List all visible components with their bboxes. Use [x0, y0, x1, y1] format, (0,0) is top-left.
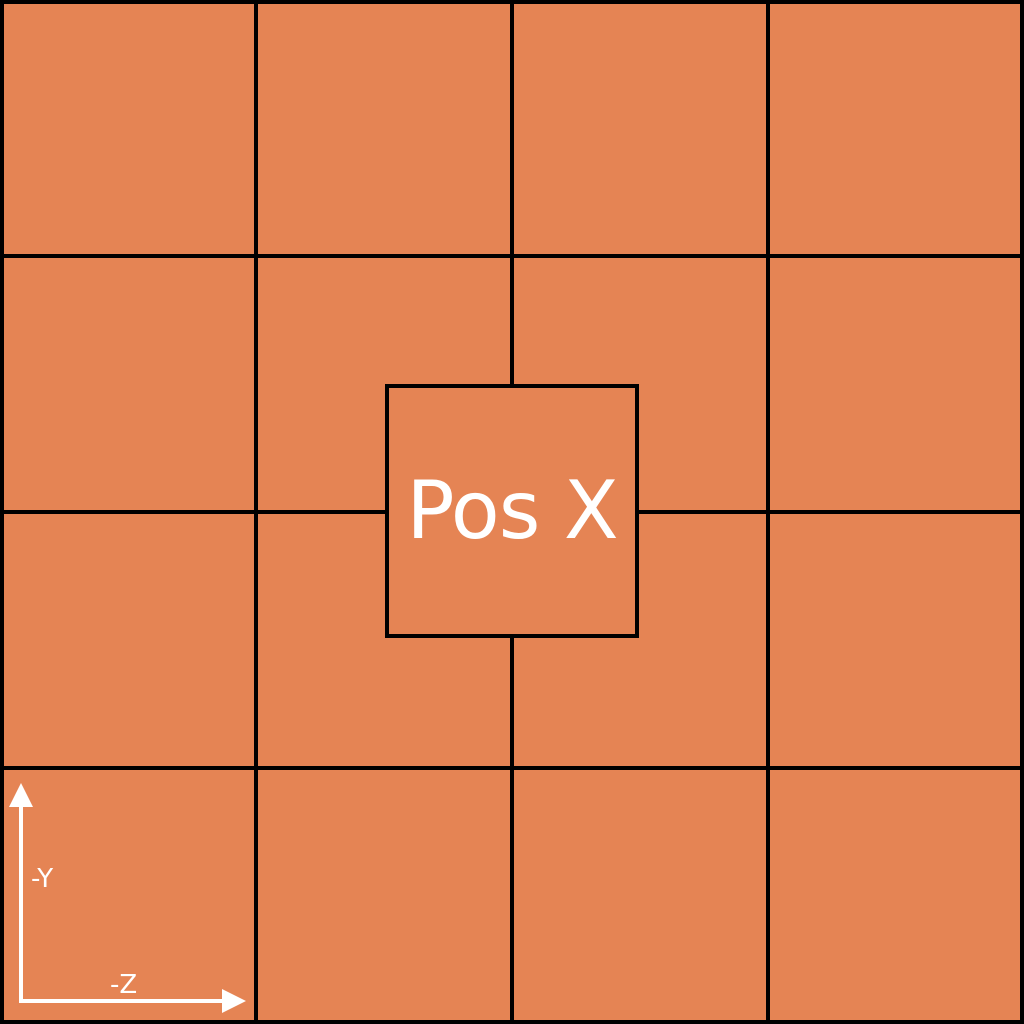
- z-axis-arrowhead-icon: [222, 989, 246, 1013]
- y-axis-arrowhead-icon: [9, 783, 33, 807]
- grid-line-horizontal: [0, 766, 1024, 770]
- face-label-box: Pos X: [385, 384, 639, 638]
- grid-line-horizontal: [0, 1020, 1024, 1024]
- grid-line-horizontal: [0, 0, 1024, 4]
- face-label: Pos X: [406, 464, 618, 557]
- grid-line-horizontal: [0, 254, 1024, 258]
- z-axis-label: -Z: [110, 970, 138, 1000]
- y-axis-label: -Y: [31, 864, 54, 894]
